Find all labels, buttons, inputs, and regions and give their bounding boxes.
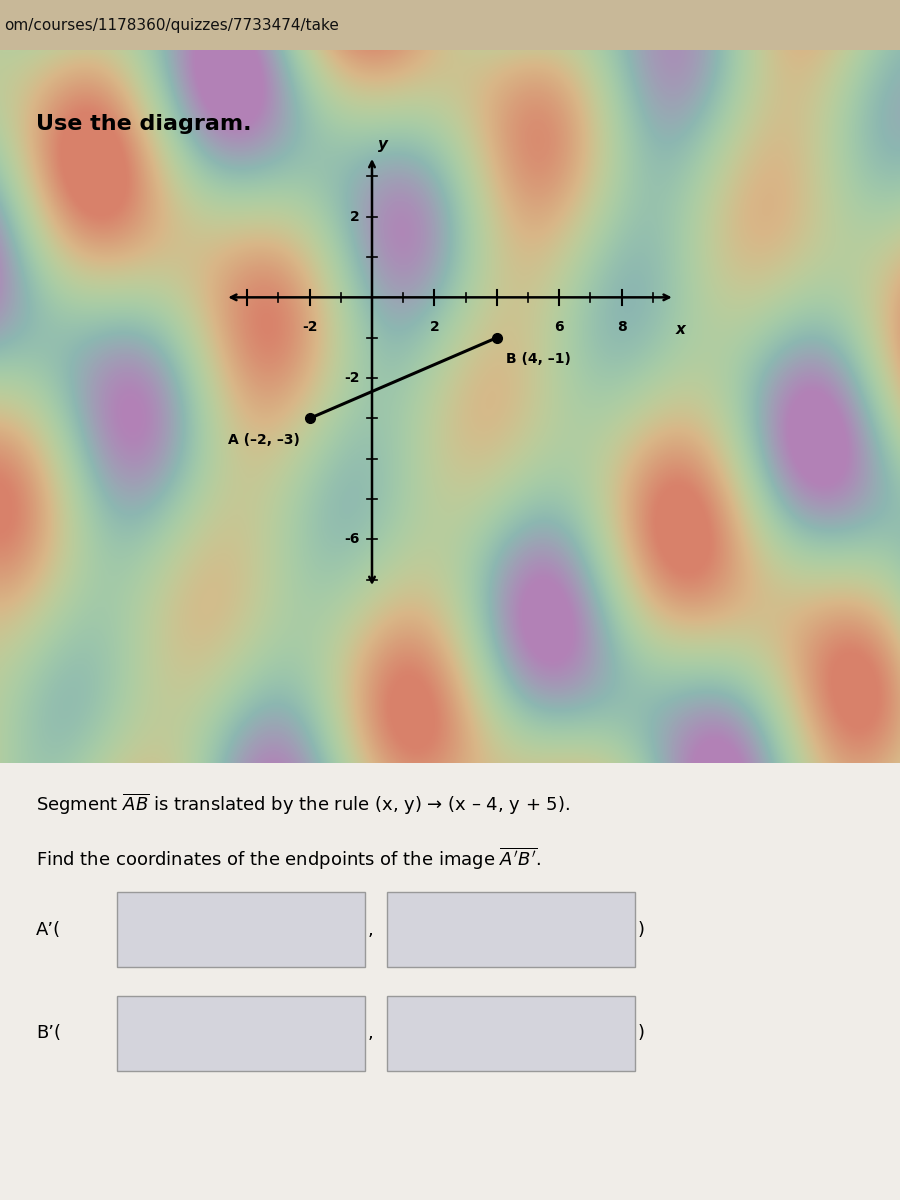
Text: ,: , xyxy=(367,920,373,938)
Text: 6: 6 xyxy=(554,319,564,334)
Text: x: x xyxy=(676,322,686,336)
Text: y: y xyxy=(378,137,388,151)
FancyBboxPatch shape xyxy=(0,763,900,1200)
Text: -6: -6 xyxy=(344,533,359,546)
Text: Use the diagram.: Use the diagram. xyxy=(36,114,251,133)
Text: Segment $\overline{AB}$ is translated by the rule (x, y) → (x – 4, y + 5).: Segment $\overline{AB}$ is translated by… xyxy=(36,792,571,817)
Text: 8: 8 xyxy=(616,319,626,334)
Text: ): ) xyxy=(637,1025,644,1043)
Text: -2: -2 xyxy=(344,371,359,385)
Text: om/courses/1178360/quizzes/7733474/take: om/courses/1178360/quizzes/7733474/take xyxy=(4,18,339,32)
FancyBboxPatch shape xyxy=(117,996,364,1070)
Text: B’(: B’( xyxy=(36,1025,61,1043)
FancyBboxPatch shape xyxy=(117,893,364,967)
Text: -2: -2 xyxy=(302,319,318,334)
Text: Find the coordinates of the endpoints of the image $\overline{A'B'}$.: Find the coordinates of the endpoints of… xyxy=(36,846,541,872)
Text: A (–2, –3): A (–2, –3) xyxy=(229,432,301,446)
Text: 2: 2 xyxy=(350,210,359,223)
Text: ,: , xyxy=(367,1025,373,1043)
FancyBboxPatch shape xyxy=(387,893,634,967)
Text: A’(: A’( xyxy=(36,920,61,938)
FancyBboxPatch shape xyxy=(387,996,634,1070)
Text: B (4, –1): B (4, –1) xyxy=(506,352,571,366)
Text: 2: 2 xyxy=(429,319,439,334)
Text: ): ) xyxy=(637,920,644,938)
